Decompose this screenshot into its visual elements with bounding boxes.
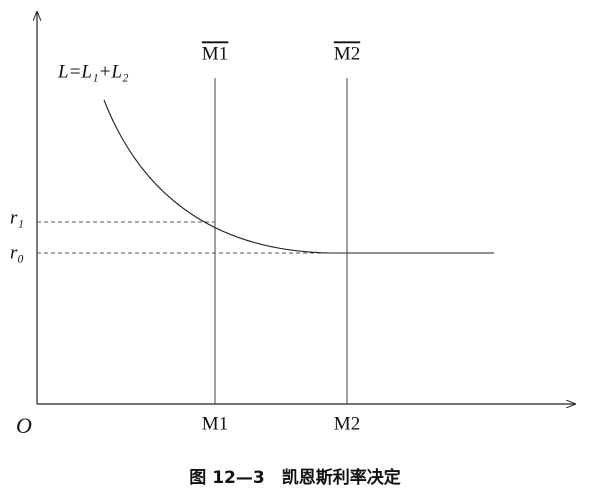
rate-label: r₀ <box>10 242 24 263</box>
caption: 图 12—3 凯恩斯利率决定 <box>189 467 400 488</box>
x-label: M2 <box>334 413 360 434</box>
supply-label: M1 <box>202 43 228 64</box>
liquidity-curve <box>103 99 494 254</box>
curve-label: L=L₁+L₂ <box>57 61 129 82</box>
x-label: M1 <box>202 413 228 434</box>
origin-label: O <box>16 413 32 438</box>
rate-label: r₁ <box>10 207 24 228</box>
supply-label: M2 <box>334 43 360 64</box>
